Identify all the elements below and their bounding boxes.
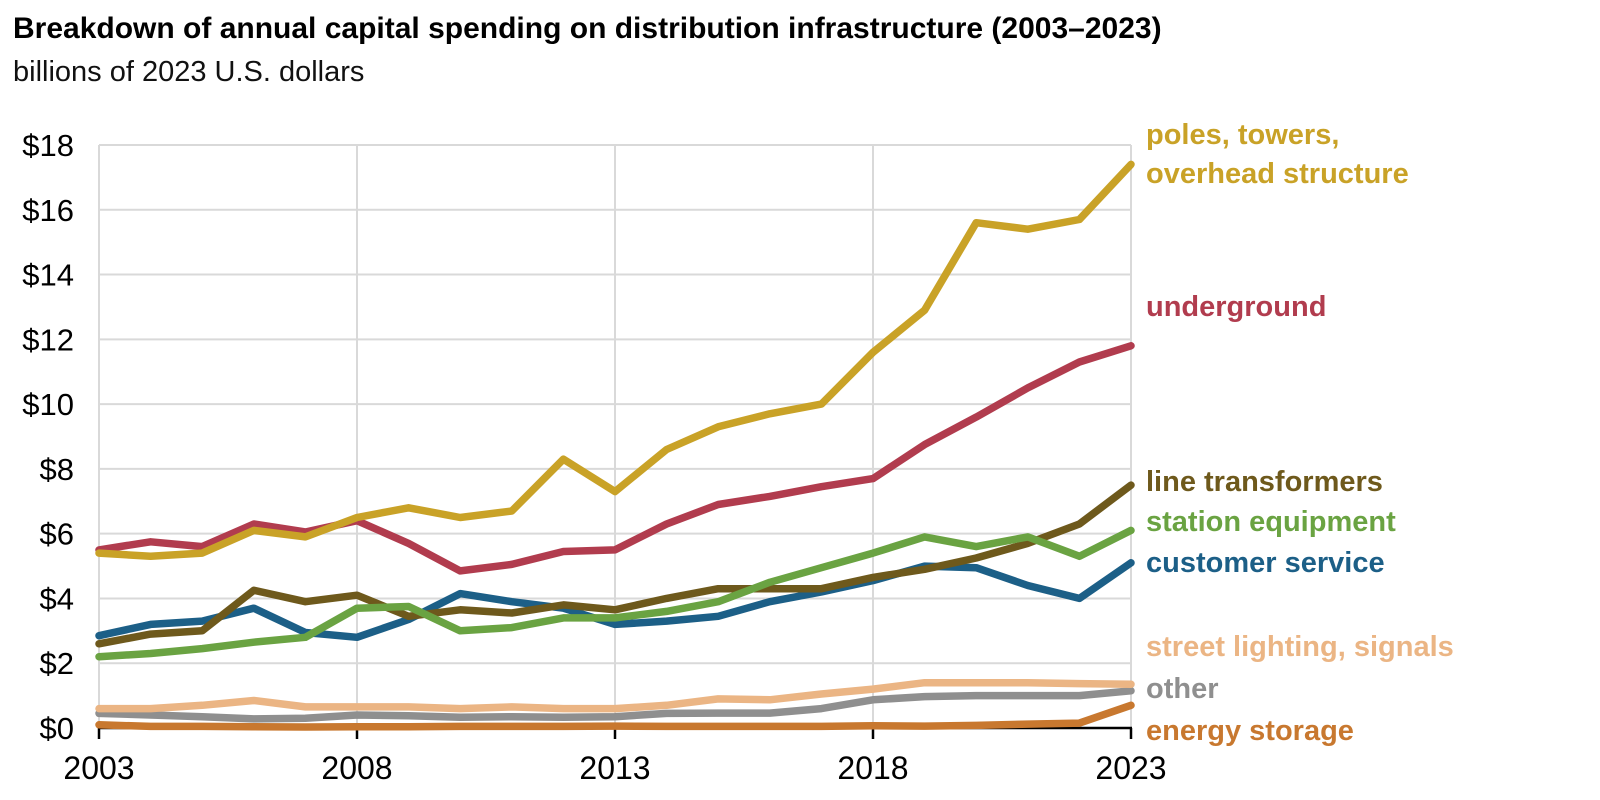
legend-line-transformers: line transformers [1146,463,1383,502]
legend-label-line: underground [1146,291,1327,323]
legend-label-line: customer service [1146,547,1385,579]
legend-label-line: overhead structure [1146,158,1409,190]
series-line-other [95,687,1135,723]
legend-street-lighting-signals: street lighting, signals [1146,628,1454,667]
y-axis-tick-label: $16 [22,193,74,228]
series-line-energy-storage [95,701,1135,731]
y-axis-tick-label: $4 [40,581,74,616]
series-line-street-lighting-signals [95,678,1135,713]
y-axis-tick-label: $0 [40,711,74,746]
x-axis-tick-label: 2008 [321,750,392,786]
legend-label-line: other [1146,673,1219,705]
x-axis-tick-label: 2018 [837,750,908,786]
y-axis-tick-label: $6 [40,517,74,552]
legend-label-line: station equipment [1146,506,1396,538]
y-axis-tick-label: $10 [22,387,74,422]
chart-subtitle: billions of 2023 U.S. dollars [13,56,365,88]
legend-label-line: line transformers [1146,466,1383,498]
series-line-underground [95,342,1135,575]
x-axis-tick-label: 2003 [63,750,134,786]
x-axis-tick-label: 2023 [1095,750,1166,786]
chart-title: Breakdown of annual capital spending on … [13,12,1162,45]
y-axis-tick-label: $8 [40,452,74,487]
y-axis-tick-label: $14 [22,258,74,293]
series-line-poles-towers-overhead-structure [95,160,1135,561]
legend-customer-service: customer service [1146,544,1385,583]
series-line-customer-service [95,559,1135,642]
legend-label-line: poles, towers, [1146,119,1340,151]
legend-station-equipment: station equipment [1146,503,1396,542]
legend-poles-towers-overhead-structure: poles, towers, overhead structure [1146,116,1409,194]
x-axis-tick-label: 2013 [579,750,650,786]
legend-label-line: energy storage [1146,715,1354,747]
y-axis-tick-label: $2 [40,646,74,681]
legend-energy-storage: energy storage [1146,712,1354,751]
legend-underground: underground [1146,288,1326,327]
y-axis-tick-label: $18 [22,128,74,163]
legend-other: other [1146,670,1219,709]
series-line-line-transformers [95,481,1135,648]
legend-label-line: street lighting, signals [1146,631,1454,663]
series-line-station-equipment [95,526,1135,661]
y-axis-tick-label: $12 [22,322,74,357]
